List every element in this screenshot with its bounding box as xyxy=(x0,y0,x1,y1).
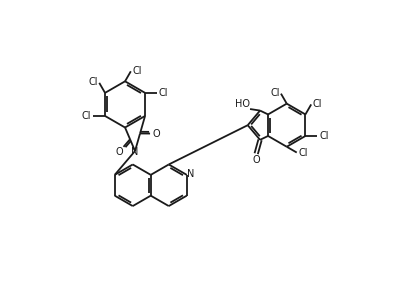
Text: Cl: Cl xyxy=(82,111,91,121)
Text: HO: HO xyxy=(235,99,250,109)
Text: O: O xyxy=(252,155,260,165)
Text: Cl: Cl xyxy=(159,88,168,98)
Text: Cl: Cl xyxy=(298,148,308,158)
Text: N: N xyxy=(187,169,194,179)
Text: Cl: Cl xyxy=(313,99,322,109)
Text: N: N xyxy=(131,147,139,157)
Text: O: O xyxy=(116,147,123,156)
Text: Cl: Cl xyxy=(270,88,280,98)
Text: Cl: Cl xyxy=(132,65,142,76)
Text: Cl: Cl xyxy=(88,77,98,87)
Text: Cl: Cl xyxy=(319,131,328,141)
Text: O: O xyxy=(152,129,160,139)
